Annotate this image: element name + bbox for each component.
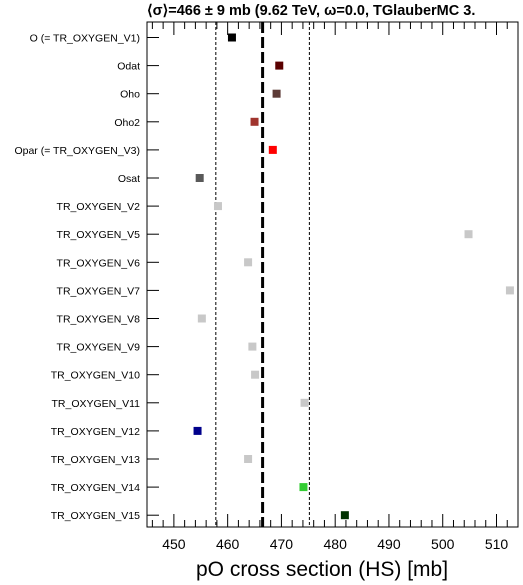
x-tick-label: 510: [485, 536, 509, 552]
data-point: [193, 426, 202, 435]
data-points: [193, 33, 514, 520]
plot-frame: [146, 21, 519, 528]
category-label: TR_OXYGEN_V5: [57, 229, 141, 241]
category-label: TR_OXYGEN_V6: [57, 257, 141, 269]
x-tick-label: 470: [270, 536, 294, 552]
x-tick-label: 460: [216, 536, 240, 552]
x-axis-label: pO cross section (HS) [mb]: [196, 558, 448, 581]
x-tick-label: 500: [431, 536, 455, 552]
x-ticks: 450 460 470 480 490 500 510: [151, 22, 519, 552]
data-point: [340, 511, 349, 520]
category-label: TR_OXYGEN_V14: [51, 482, 140, 494]
uncertainty-band: [215, 22, 310, 527]
category-label: Odat: [117, 61, 140, 73]
data-point: [268, 145, 277, 154]
x-tick-label: 450: [162, 536, 186, 552]
data-point: [248, 342, 257, 351]
category-label: O (= TR_OXYGEN_V1): [30, 33, 140, 45]
data-point: [197, 314, 206, 323]
x-tick-label: 480: [324, 536, 348, 552]
data-point: [227, 33, 236, 42]
data-point: [250, 117, 259, 126]
data-point: [272, 89, 281, 98]
category-label: Oho: [120, 89, 140, 101]
chart-title: ⟨σ⟩=466 ± 9 mb (9.62 TeV, ω=0.0, TGlaube…: [147, 3, 475, 19]
category-label: TR_OXYGEN_V11: [51, 398, 140, 410]
data-point: [505, 286, 514, 295]
category-label: Osat: [118, 173, 140, 185]
data-point: [195, 174, 204, 182]
category-label: Opar (= TR_OXYGEN_V3): [14, 145, 140, 157]
category-label: TR_OXYGEN_V9: [57, 342, 141, 354]
data-point: [244, 258, 253, 267]
category-label: TR_OXYGEN_V12: [51, 426, 140, 438]
data-point: [213, 202, 222, 211]
category-label: TR_OXYGEN_V2: [57, 201, 141, 213]
y-ticks: [147, 37, 159, 516]
plot-frame-rect: [146, 21, 519, 528]
data-point: [251, 370, 260, 379]
category-label: TR_OXYGEN_V7: [57, 285, 141, 297]
category-label: TR_OXYGEN_V10: [51, 370, 140, 382]
category-label: Oho2: [114, 117, 140, 129]
data-point: [300, 398, 309, 407]
data-point: [299, 483, 308, 492]
category-labels: O (= TR_OXYGEN_V1) Odat Oho Oho2 Opar (= TR_…: [14, 33, 140, 523]
data-point: [464, 230, 473, 239]
data-point: [244, 455, 253, 463]
category-label: TR_OXYGEN_V13: [51, 454, 140, 466]
data-point: [275, 61, 284, 70]
category-label: TR_OXYGEN_V15: [51, 510, 140, 522]
x-tick-label: 490: [377, 536, 401, 552]
category-label: TR_OXYGEN_V8: [57, 314, 141, 326]
